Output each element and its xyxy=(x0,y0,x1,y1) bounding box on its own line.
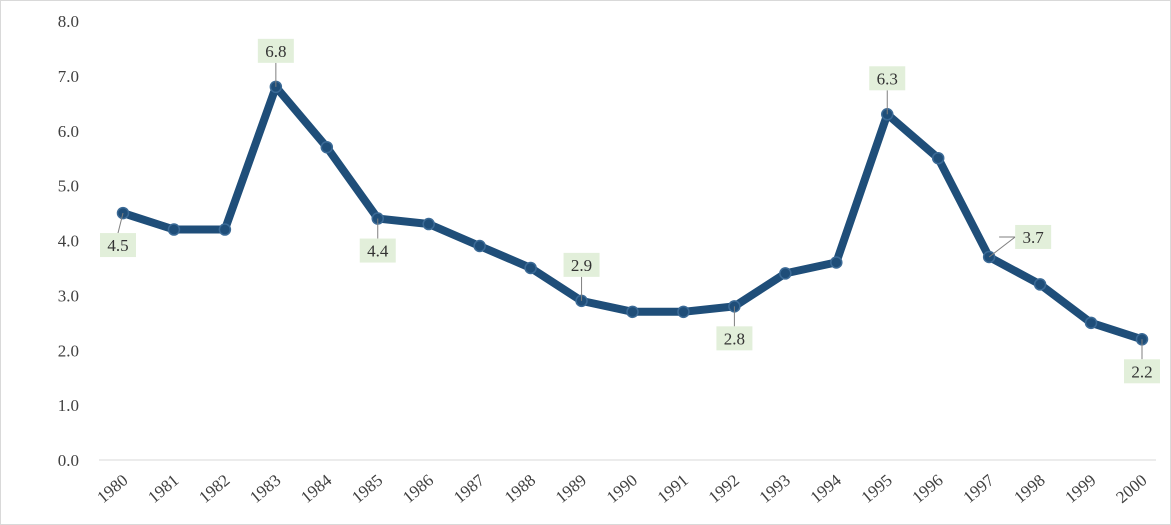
y-tick-label: 8.0 xyxy=(58,12,79,31)
data-point xyxy=(982,250,996,264)
x-tick-label: 1998 xyxy=(1010,471,1048,507)
data-label-leader xyxy=(117,212,124,234)
data-label-box xyxy=(1124,359,1160,384)
data-label: 2.9 xyxy=(571,256,592,275)
data-label: 4.5 xyxy=(107,236,128,255)
data-point xyxy=(473,239,486,253)
x-tick-label: 1980 xyxy=(93,471,131,507)
x-tick-label: 1990 xyxy=(603,471,641,507)
y-tick-label: 7.0 xyxy=(58,67,79,86)
x-tick-label: 1993 xyxy=(756,471,794,507)
x-tick-label: 1981 xyxy=(144,471,182,507)
x-tick-label: 1989 xyxy=(552,471,590,507)
data-point xyxy=(1033,278,1047,291)
data-label: 2.8 xyxy=(724,329,745,348)
data-point xyxy=(931,151,945,165)
data-label-box xyxy=(1015,224,1052,249)
data-point xyxy=(677,305,690,319)
data-label: 3.7 xyxy=(1023,228,1045,247)
series-layer xyxy=(116,80,1149,346)
data-label-box xyxy=(716,326,753,351)
x-tick-label: 2000 xyxy=(1112,471,1150,507)
data-label: 6.3 xyxy=(877,69,898,88)
x-tick-label: 1999 xyxy=(1061,471,1099,507)
data-point xyxy=(167,223,181,236)
y-tick-label: 1.0 xyxy=(58,396,79,415)
data-point xyxy=(524,261,537,275)
x-tick-label: 1997 xyxy=(959,470,998,507)
data-point xyxy=(422,217,435,231)
x-tick-label: 1985 xyxy=(348,471,386,507)
y-tick-label: 2.0 xyxy=(58,341,79,360)
x-axis: 1980 1981 1982 1983 1984 1985 1986 1987 1988 1989… xyxy=(93,470,1150,507)
x-tick-label: 1987 xyxy=(450,470,489,507)
data-point xyxy=(320,140,334,154)
data-label: 2.2 xyxy=(1131,362,1152,381)
y-axis: 0.0 1.0 2.0 3.0 4.0 5.0 6.0 7.0 8.0 xyxy=(58,12,79,470)
x-tick-label: 1995 xyxy=(858,471,896,507)
series-line xyxy=(119,82,1146,344)
data-point xyxy=(626,305,639,319)
x-tick-label: 1991 xyxy=(654,471,692,507)
data-label-box xyxy=(100,233,136,258)
data-label-box xyxy=(869,66,906,91)
y-tick-label: 3.0 xyxy=(58,286,79,305)
y-tick-label: 5.0 xyxy=(58,177,79,196)
data-label-box xyxy=(563,252,600,277)
y-tick-label: 6.0 xyxy=(58,122,79,141)
data-label-box xyxy=(359,238,396,263)
y-tick-label: 4.0 xyxy=(58,232,79,251)
x-tick-label: 1986 xyxy=(399,471,437,507)
data-point xyxy=(830,256,843,269)
data-label: 6.8 xyxy=(265,42,286,61)
data-label-leader xyxy=(988,236,1016,258)
data-label-box xyxy=(257,38,294,63)
x-tick-label: 1984 xyxy=(297,470,336,507)
x-tick-label: 1992 xyxy=(705,471,743,507)
data-point xyxy=(218,223,232,236)
data-point xyxy=(1084,316,1098,330)
y-tick-label: 0.0 xyxy=(58,451,79,470)
x-tick-label: 1983 xyxy=(246,471,284,507)
data-labels-layer: 4.5 6.8 4.4 2.9 2.8 6.3 3.7 2.2 xyxy=(100,38,1160,384)
data-point xyxy=(779,267,792,280)
x-tick-label: 1988 xyxy=(501,471,539,507)
x-tick-label: 1994 xyxy=(807,470,846,507)
x-tick-label: 1982 xyxy=(195,471,233,507)
data-label: 4.4 xyxy=(367,242,389,261)
x-tick-label: 1996 xyxy=(909,471,947,507)
